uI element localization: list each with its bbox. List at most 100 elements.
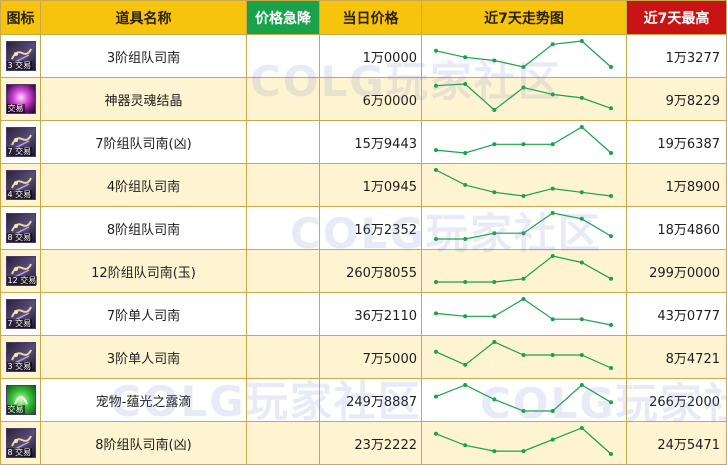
trend-point[interactable] (550, 437, 555, 442)
trend-point[interactable] (579, 317, 584, 322)
trend-point[interactable] (434, 148, 438, 153)
book-icon[interactable]: 7 交易 (5, 127, 36, 157)
table-row[interactable]: 3 交易 3阶单人司南 7万5000 8万4721 (0, 335, 727, 379)
trend-point[interactable] (521, 353, 526, 357)
trend-point[interactable] (434, 349, 438, 354)
header-high[interactable]: 近7天最高 (626, 0, 727, 35)
item-name[interactable]: 神器灵魂结晶 (40, 77, 247, 121)
item-name[interactable]: 3阶单人司南 (40, 335, 247, 379)
trend-point[interactable] (492, 108, 497, 112)
trend-point[interactable] (609, 323, 613, 327)
table-row[interactable]: 交易 宠物-蕴光之露滴 249万8887 266万2000 (0, 378, 727, 422)
trend-point[interactable] (550, 142, 555, 147)
trend-point[interactable] (579, 95, 584, 100)
item-name[interactable]: 宠物-蕴光之露滴 (40, 378, 247, 422)
trend-point[interactable] (579, 426, 584, 430)
trend-point[interactable] (550, 42, 555, 47)
book-icon[interactable]: 12 交易 (5, 256, 38, 286)
book-icon[interactable]: 8 交易 (5, 428, 36, 458)
table-row[interactable]: 8 交易 8阶组队司南(凶) 23万2222 24万5471 (0, 421, 727, 465)
trend-point[interactable] (492, 449, 497, 454)
trend-point[interactable] (609, 194, 613, 198)
trend-point[interactable] (550, 317, 555, 322)
trend-point[interactable] (609, 234, 613, 239)
crystal-icon[interactable]: 交易 (5, 84, 36, 114)
trend-point[interactable] (579, 353, 584, 357)
trend-point[interactable] (492, 231, 497, 236)
item-name[interactable]: 4阶组队司南 (40, 163, 247, 207)
trend-point[interactable] (492, 58, 497, 63)
trend-point[interactable] (550, 92, 555, 97)
trend-point[interactable] (521, 85, 526, 90)
trend-point[interactable] (609, 276, 613, 281)
drop-pet-icon[interactable]: 交易 (5, 385, 36, 415)
trend-point[interactable] (492, 190, 497, 195)
item-name[interactable]: 3阶组队司南 (40, 34, 247, 78)
book-icon[interactable]: 3 交易 (5, 342, 36, 372)
table-row[interactable]: 7 交易 7阶组队司南(凶) 15万9443 19万6387 (0, 120, 727, 164)
table-row[interactable]: 7 交易 7阶单人司南 36万2110 43万0777 (0, 292, 727, 336)
trend-point[interactable] (463, 443, 468, 448)
item-name[interactable]: 8阶组队司南(凶) (40, 421, 247, 465)
book-icon[interactable]: 8 交易 (5, 213, 36, 243)
trend-point[interactable] (609, 366, 613, 370)
trend-point[interactable] (434, 48, 438, 53)
header-price[interactable]: 当日价格 (319, 0, 422, 35)
trend-point[interactable] (434, 394, 438, 399)
trend-point[interactable] (609, 452, 613, 456)
trend-point[interactable] (609, 65, 613, 69)
trend-point[interactable] (492, 280, 497, 284)
trend-point[interactable] (463, 314, 468, 319)
trend-point[interactable] (609, 400, 613, 405)
trend-point[interactable] (550, 409, 555, 413)
trend-point[interactable] (521, 65, 526, 69)
trend-point[interactable] (463, 55, 468, 60)
trend-point[interactable] (521, 297, 526, 301)
trend-point[interactable] (550, 211, 555, 215)
trend-point[interactable] (521, 231, 526, 236)
table-row[interactable]: 4 交易 4阶组队司南 1万0945 1万8900 (0, 163, 727, 207)
item-name[interactable]: 7阶单人司南 (40, 292, 247, 336)
book-icon[interactable]: 7 交易 (5, 299, 36, 329)
item-name[interactable]: 12阶组队司南(玉) (40, 249, 247, 293)
trend-point[interactable] (463, 82, 468, 86)
table-row[interactable]: 3 交易 3阶组队司南 1万0000 1万3277 (0, 34, 727, 78)
trend-point[interactable] (463, 362, 468, 367)
trend-point[interactable] (492, 314, 497, 319)
trend-point[interactable] (434, 83, 438, 88)
trend-point[interactable] (521, 142, 526, 147)
trend-point[interactable] (550, 254, 555, 258)
trend-point[interactable] (579, 260, 584, 265)
trend-point[interactable] (434, 168, 438, 172)
trend-point[interactable] (579, 383, 584, 387)
trend-point[interactable] (463, 383, 468, 387)
header-drop[interactable]: 价格急降 (246, 0, 320, 35)
trend-point[interactable] (579, 190, 584, 195)
item-name[interactable]: 7阶组队司南(凶) (40, 120, 247, 164)
trend-point[interactable] (579, 216, 584, 221)
trend-point[interactable] (579, 125, 584, 129)
trend-point[interactable] (521, 449, 526, 454)
trend-point[interactable] (492, 397, 497, 402)
trend-point[interactable] (550, 186, 555, 191)
trend-point[interactable] (463, 237, 468, 241)
item-name[interactable]: 8阶组队司南 (40, 206, 247, 250)
trend-point[interactable] (434, 311, 438, 316)
trend-point[interactable] (434, 237, 438, 241)
table-row[interactable]: 8 交易 8阶组队司南 16万2352 18万4860 (0, 206, 727, 250)
trend-point[interactable] (463, 151, 468, 155)
trend-point[interactable] (521, 276, 526, 281)
trend-point[interactable] (492, 142, 497, 147)
trend-point[interactable] (609, 106, 613, 111)
trend-point[interactable] (463, 280, 468, 284)
book-icon[interactable]: 3 交易 (5, 41, 36, 71)
trend-point[interactable] (434, 280, 438, 284)
trend-point[interactable] (463, 182, 468, 187)
trend-point[interactable] (550, 353, 555, 357)
trend-point[interactable] (521, 194, 526, 198)
table-row[interactable]: 12 交易 12阶组队司南(玉) 260万8055 299万0000 (0, 249, 727, 293)
book-icon[interactable]: 4 交易 (5, 170, 36, 200)
trend-point[interactable] (609, 151, 613, 155)
trend-point[interactable] (579, 39, 584, 43)
trend-point[interactable] (492, 340, 497, 344)
